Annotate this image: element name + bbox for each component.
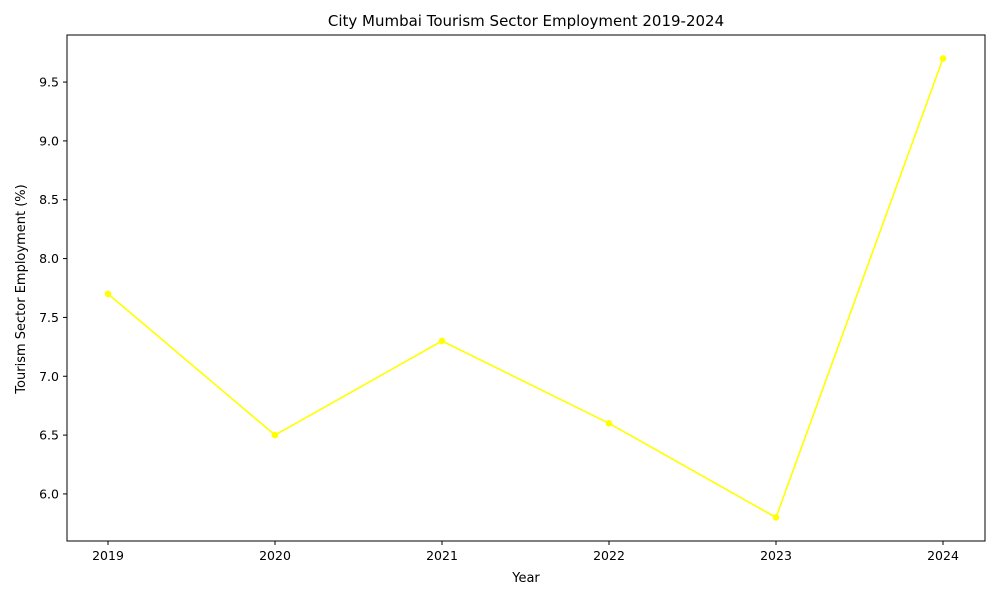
y-tick-label: 6.0 — [39, 486, 59, 501]
y-tick-label: 9.5 — [39, 75, 59, 90]
x-tick-label: 2021 — [426, 548, 458, 563]
data-point — [772, 514, 780, 521]
y-tick-label: 8.5 — [39, 192, 59, 207]
data-point — [271, 431, 279, 439]
x-axis: 2019 2020 2021 2022 2023 2024 — [92, 541, 959, 563]
plot-area — [66, 34, 986, 542]
y-tick-label: 7.0 — [39, 369, 59, 384]
series-line — [107, 58, 944, 519]
y-tick-label: 9.0 — [39, 133, 59, 148]
data-point — [438, 337, 446, 345]
y-tick-label: 7.5 — [39, 310, 59, 325]
x-axis-label: Year — [511, 571, 540, 586]
x-tick-label: 2023 — [760, 548, 792, 563]
series-layer — [104, 55, 947, 521]
y-tick-label: 8.0 — [39, 251, 59, 266]
x-tick-label: 2022 — [593, 548, 625, 563]
data-point — [939, 55, 947, 62]
x-tick-label: 2024 — [927, 548, 959, 563]
x-tick-label: 2020 — [259, 548, 291, 563]
y-axis-label: Tourism Sector Employment (%) — [14, 184, 29, 394]
data-point — [605, 420, 613, 427]
y-tick-label: 6.5 — [39, 428, 59, 443]
y-axis: 6.0 6.5 7.0 7.5 8.0 8.5 9.0 9.5 — [39, 75, 67, 501]
chart-title: City Mumbai Tourism Sector Employment 20… — [328, 12, 724, 30]
x-tick-label: 2019 — [92, 548, 124, 563]
data-point — [104, 290, 112, 298]
